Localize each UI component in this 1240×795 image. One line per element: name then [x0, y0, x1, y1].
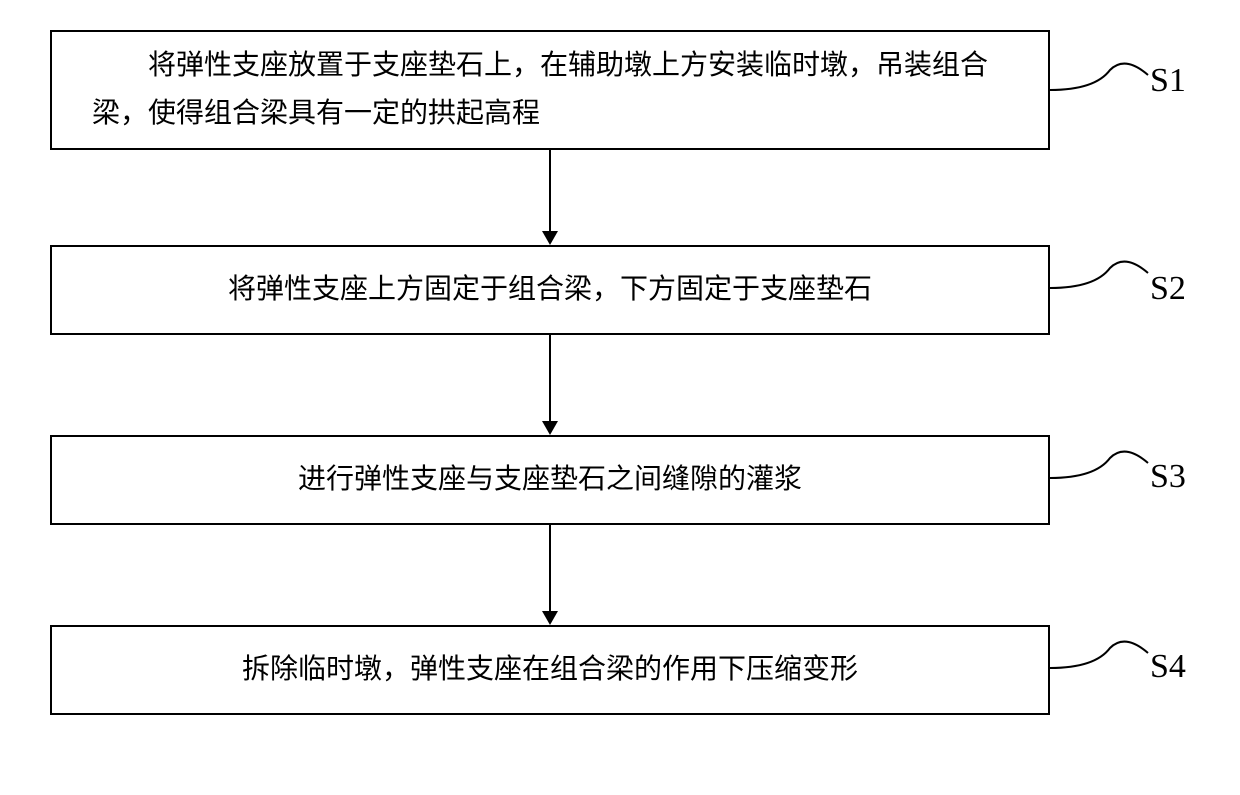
- step-wrapper-s1: 将弹性支座放置于支座垫石上，在辅助墩上方安装临时墩，吊装组合梁，使得组合梁具有一…: [50, 30, 1190, 150]
- step-text-s1: 将弹性支座放置于支座垫石上，在辅助墩上方安装临时墩，吊装组合梁，使得组合梁具有一…: [92, 42, 1008, 137]
- arrow-head-icon: [542, 611, 558, 625]
- arrow-line: [549, 335, 551, 421]
- step-text-s3: 进行弹性支座与支座垫石之间缝隙的灌浆: [92, 456, 1008, 504]
- step-box-s2: 将弹性支座上方固定于组合梁，下方固定于支座垫石: [50, 245, 1050, 335]
- arrow-line: [549, 150, 551, 231]
- arrow-s1-s2: [542, 150, 558, 245]
- step-text-s4: 拆除临时墩，弹性支座在组合梁的作用下压缩变形: [92, 646, 1008, 694]
- arrow-s2-s3: [542, 335, 558, 435]
- step-wrapper-s3: 进行弹性支座与支座垫石之间缝隙的灌浆: [50, 435, 1190, 525]
- arrow-head-icon: [542, 231, 558, 245]
- arrow-s3-s4: [542, 525, 558, 625]
- step-label-s1: S1: [1150, 62, 1186, 100]
- step-box-s1: 将弹性支座放置于支座垫石上，在辅助墩上方安装临时墩，吊装组合梁，使得组合梁具有一…: [50, 30, 1050, 150]
- flowchart-container: 将弹性支座放置于支座垫石上，在辅助墩上方安装临时墩，吊装组合梁，使得组合梁具有一…: [50, 30, 1190, 765]
- step-label-s2: S2: [1150, 270, 1186, 308]
- step-wrapper-s2: 将弹性支座上方固定于组合梁，下方固定于支座垫石: [50, 245, 1190, 335]
- step-box-s3: 进行弹性支座与支座垫石之间缝隙的灌浆: [50, 435, 1050, 525]
- step-label-s3: S3: [1150, 458, 1186, 496]
- arrow-line: [549, 525, 551, 611]
- step-label-s4: S4: [1150, 648, 1186, 686]
- step-box-s4: 拆除临时墩，弹性支座在组合梁的作用下压缩变形: [50, 625, 1050, 715]
- arrow-head-icon: [542, 421, 558, 435]
- step-wrapper-s4: 拆除临时墩，弹性支座在组合梁的作用下压缩变形: [50, 625, 1190, 715]
- step-text-s2: 将弹性支座上方固定于组合梁，下方固定于支座垫石: [92, 266, 1008, 314]
